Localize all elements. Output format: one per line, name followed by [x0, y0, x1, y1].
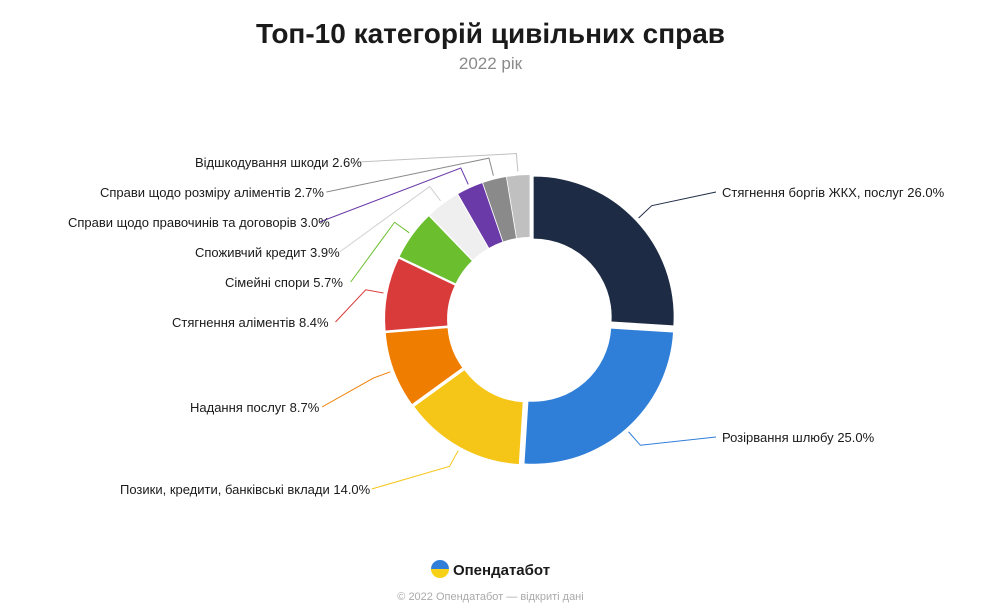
- slice-label: Відшкодування шкоди 2.6%: [195, 155, 362, 170]
- donut-slice: [534, 177, 674, 326]
- slice-label: Стягнення аліментів 8.4%: [172, 315, 329, 330]
- donut-slice: [525, 329, 674, 464]
- slice-label: Розірвання шлюбу 25.0%: [722, 430, 874, 445]
- leader-line: [372, 451, 459, 489]
- slice-label: Справи щодо розміру аліментів 2.7%: [100, 185, 324, 200]
- leader-line: [336, 290, 384, 322]
- donut-chart: Стягнення боргів ЖКХ, послуг 26.0% Розірв…: [0, 90, 981, 543]
- leader-line: [322, 372, 390, 407]
- slice-label: Стягнення боргів ЖКХ, послуг 26.0%: [722, 185, 944, 200]
- leader-line: [639, 192, 716, 218]
- brand-icon: [431, 560, 449, 578]
- page-title: Топ-10 категорій цивільних справ: [0, 0, 981, 50]
- slice-label: Надання послуг 8.7%: [190, 400, 319, 415]
- leader-line: [629, 432, 716, 446]
- slice-label: Споживчий кредит 3.9%: [195, 245, 340, 260]
- brand-logo: Опендатабот: [0, 560, 981, 579]
- slice-label: Позики, кредити, банківські вклади 14.0%: [120, 482, 370, 497]
- slice-label: Сімейні спори 5.7%: [225, 275, 343, 290]
- brand-text: Опендатабот: [453, 562, 550, 579]
- slice-label: Справи щодо правочинів та договорів 3.0%: [68, 215, 330, 230]
- page-subtitle: 2022 рік: [0, 54, 981, 74]
- footer-copyright: © 2022 Опендатабот — відкриті дані: [0, 591, 981, 603]
